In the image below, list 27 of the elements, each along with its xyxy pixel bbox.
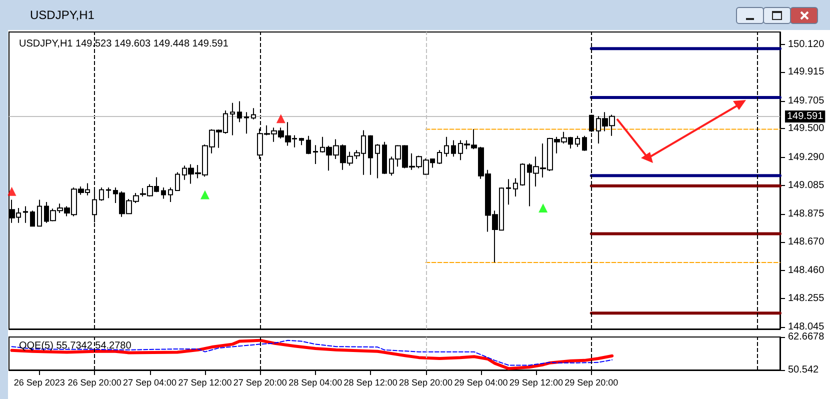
y-tick-label: 148.045: [788, 322, 825, 332]
x-tick-label: 27 Sep 12:00: [178, 378, 232, 388]
x-tick-label: 29 Sep 04:00: [454, 378, 508, 388]
x-tick-label: 27 Sep 20:00: [233, 378, 287, 388]
y-tick-label: 149.500: [788, 123, 825, 134]
y-tick-label: 150.120: [788, 38, 825, 50]
x-tick-label: 26 Sep 2023: [14, 378, 65, 388]
y-tick-label: 148.670: [788, 236, 825, 248]
y-tick-label: 50.542: [788, 364, 820, 376]
x-tick-label: 26 Sep 20:00: [68, 378, 122, 388]
y-tick-label: 149.290: [788, 152, 825, 163]
y-tick-label: 148.255: [788, 292, 825, 304]
y-tick-label: 148.875: [788, 208, 825, 220]
x-tick-label: 28 Sep 04:00: [288, 378, 342, 388]
y-tick-label: 149.915: [788, 66, 825, 78]
x-tick-label: 28 Sep 20:00: [399, 378, 453, 388]
y-tick-label: 148.460: [788, 264, 825, 276]
text: USDJPY,H1 149.523 149.603 149.448 149.591: [19, 38, 229, 50]
x-tick-label: 28 Sep 12:00: [344, 378, 398, 388]
y-tick-label: 149.085: [788, 180, 825, 191]
y-tick-label: 62.6678: [788, 332, 825, 342]
chart-title: USDJPY,H1: [30, 8, 94, 22]
y-tick-label: 149.705: [788, 95, 825, 106]
x-tick-label: 27 Sep 04:00: [122, 378, 177, 388]
ref-line-label: 149.591: [787, 110, 824, 122]
x-tick-label: 29 Sep 20:00: [564, 378, 618, 388]
x-tick-label: 29 Sep 12:00: [509, 378, 563, 388]
